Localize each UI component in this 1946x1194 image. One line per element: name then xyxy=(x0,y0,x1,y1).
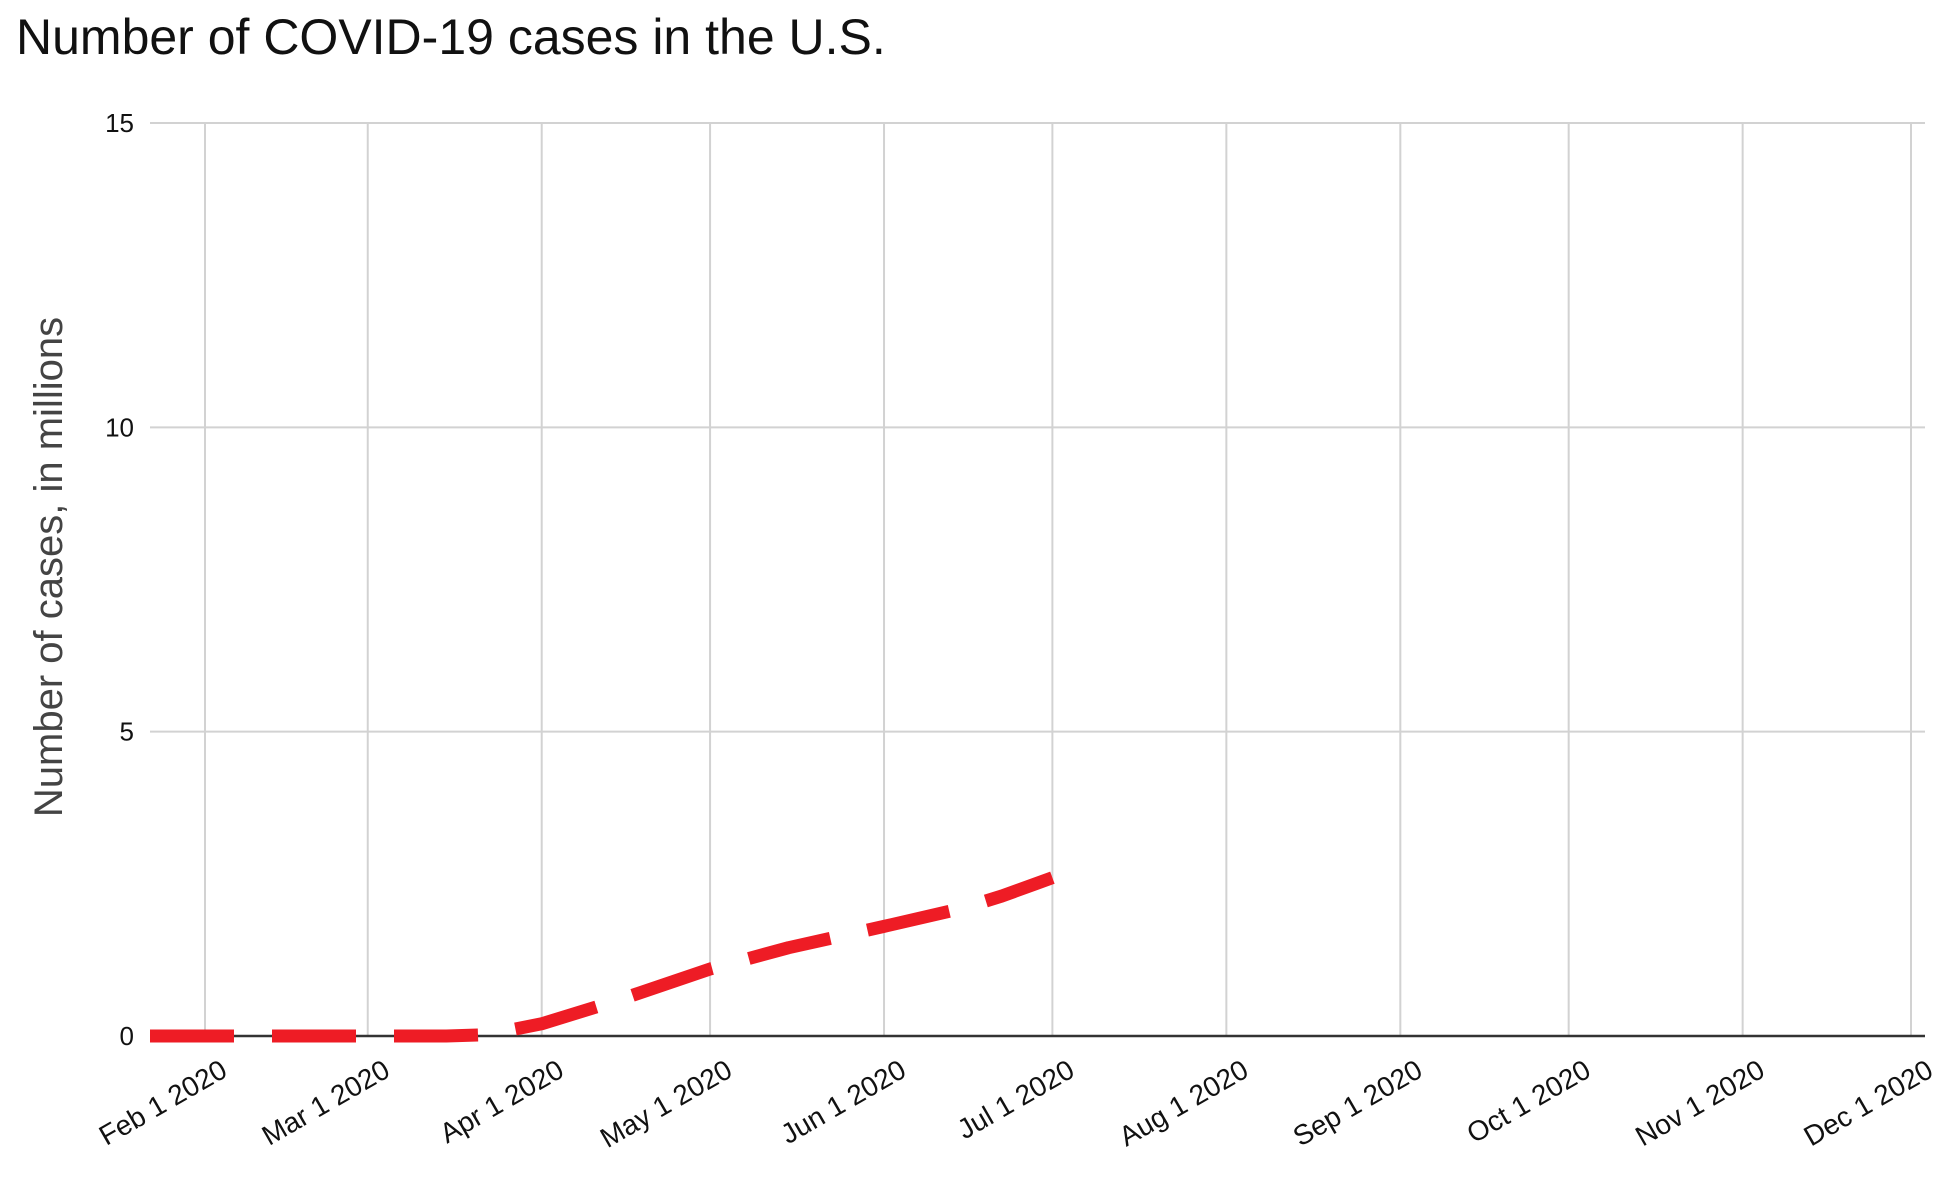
series-layer xyxy=(150,871,1055,1043)
y-axis-title: Number of cases, in millions xyxy=(27,317,71,817)
x-tick-label: Jul 1 2020 xyxy=(952,1054,1079,1145)
y-tick-labels: 0 5 10 15 xyxy=(105,108,134,1051)
series-line xyxy=(150,871,1055,1043)
chart-title: Number of COVID-19 cases in the U.S. xyxy=(16,9,886,65)
x-tick-label: Aug 1 2020 xyxy=(1114,1054,1254,1152)
y-tick-label: 10 xyxy=(105,412,134,442)
x-tick-label: Dec 1 2020 xyxy=(1798,1054,1938,1152)
gridlines xyxy=(150,122,1925,1036)
x-tick-labels: Feb 1 2020 Mar 1 2020 Apr 1 2020 May 1 2020… xyxy=(94,1054,1938,1154)
x-tick-label: Nov 1 2020 xyxy=(1630,1054,1770,1152)
x-tick-label: Sep 1 2020 xyxy=(1288,1054,1428,1152)
x-tick-label: Apr 1 2020 xyxy=(435,1054,569,1149)
x-tick-label: Feb 1 2020 xyxy=(94,1054,232,1152)
x-tick-label: Jun 1 2020 xyxy=(776,1054,912,1150)
x-tick-label: Oct 1 2020 xyxy=(1462,1054,1596,1149)
y-tick-label: 15 xyxy=(105,108,134,138)
x-tick-label: Mar 1 2020 xyxy=(257,1054,395,1152)
x-tick-label: May 1 2020 xyxy=(595,1054,737,1154)
y-tick-label: 0 xyxy=(120,1021,134,1051)
y-tick-label: 5 xyxy=(120,717,134,747)
